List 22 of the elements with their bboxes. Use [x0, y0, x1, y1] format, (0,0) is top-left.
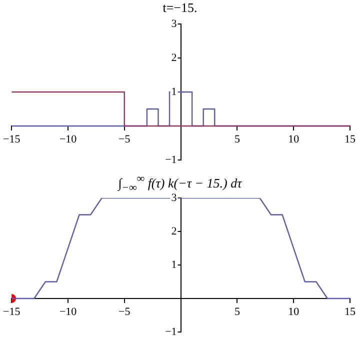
y-tick-label: 2: [171, 52, 177, 64]
y-tick-label: −1: [165, 154, 177, 166]
x-tick-label: 5: [234, 306, 240, 318]
x-tick-label: −15: [2, 306, 21, 318]
y-tick-label: −1: [165, 326, 177, 338]
y-tick-label: 2: [171, 225, 177, 238]
y-tick-label: 3: [171, 18, 178, 30]
x-tick-label: 10: [288, 133, 300, 146]
chart-title: ∫$_{−∞}$$^{∞}$ f(τ) k(−τ − 15.) dτ: [116, 172, 244, 194]
x-tick-label: −10: [59, 306, 78, 318]
y-tick-label: 3: [171, 192, 178, 204]
x-tick-label: 10: [288, 306, 300, 318]
x-tick-label: −5: [118, 133, 131, 146]
y-tick-label: 1: [171, 258, 177, 271]
x-tick-label: −15: [2, 133, 21, 146]
y-tick-label: 1: [171, 86, 177, 98]
chart-title: t=−15.: [162, 0, 198, 16]
x-tick-label: 5: [234, 133, 240, 146]
x-tick-label: 15: [344, 133, 356, 146]
x-tick-label: −5: [118, 306, 131, 318]
x-tick-label: 15: [344, 306, 356, 318]
x-tick-label: −10: [59, 133, 78, 146]
